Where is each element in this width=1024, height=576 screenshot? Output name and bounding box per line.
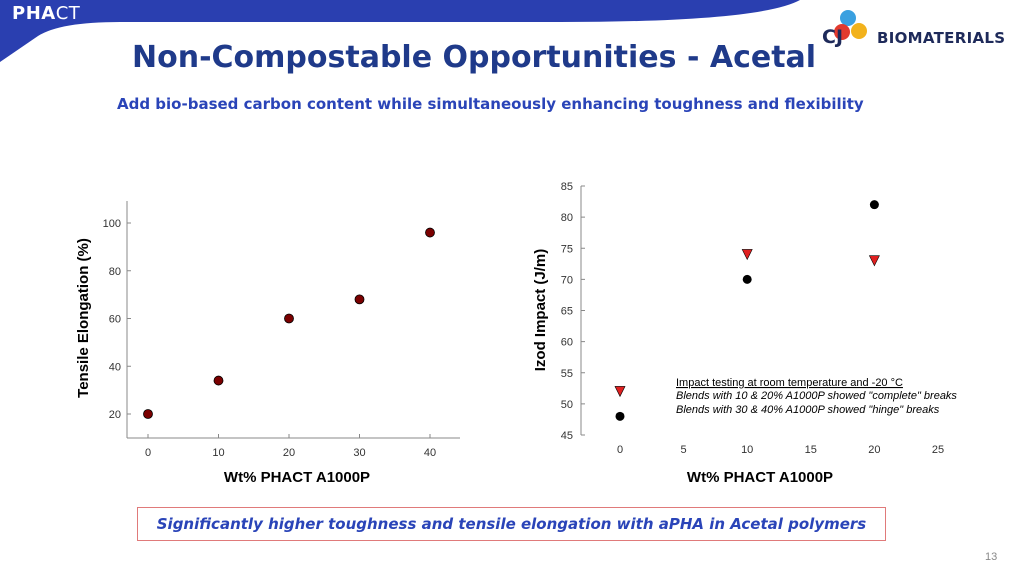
data-point	[354, 294, 365, 305]
x-tick-label: 40	[424, 447, 436, 459]
page-subtitle: Add bio-based carbon content while simul…	[117, 95, 864, 113]
data-point	[284, 313, 294, 324]
y-tick-label: 80	[561, 212, 573, 224]
x-tick-label: 30	[353, 447, 365, 459]
x-axis-label: Wt% PHACT A1000P	[687, 469, 833, 486]
x-tick-label: 15	[805, 444, 817, 456]
cj-logo-icon	[834, 10, 867, 40]
x-tick-label: 20	[868, 444, 880, 456]
y-axis-label: Tensile Elongation (%)	[75, 238, 92, 398]
cj-biomaterials-logo: CJ BIOMATERIALS	[822, 26, 1006, 48]
conclusion-box: Significantly higher toughness and tensi…	[137, 507, 886, 541]
y-tick-label: 45	[561, 430, 573, 442]
izod-impact-chart: 45 50 55 60 65 70 75 80 85 0 5 10 15 20 25 Izod Impac…	[532, 181, 957, 486]
x-tick-label: 10	[212, 447, 224, 459]
data-point	[143, 409, 153, 419]
data-point-circle	[869, 200, 879, 210]
y-tick-label: 80	[109, 266, 121, 278]
y-tick-label: 50	[561, 399, 573, 411]
x-tick-label: 20	[283, 447, 295, 459]
y-tick-label: 75	[561, 243, 573, 255]
y-tick-label: 65	[561, 306, 573, 318]
x-axis-label: Wt% PHACT A1000P	[224, 469, 370, 486]
y-tick-label: 60	[561, 337, 573, 349]
data-point	[213, 375, 224, 386]
data-point-triangle	[868, 255, 880, 267]
data-point-circle	[615, 411, 625, 421]
x-tick-label: 10	[741, 444, 753, 456]
page-number: 13	[985, 551, 998, 563]
x-tick-label: 25	[932, 444, 944, 456]
x-tick-label: 0	[145, 447, 151, 459]
annotation-line-3: Blends with 30 & 40% A1000P showed "hing…	[676, 404, 940, 416]
conclusion-text: Significantly higher toughness and tensi…	[156, 515, 867, 533]
y-tick-label: 100	[103, 218, 121, 230]
y-tick-label: 85	[561, 181, 573, 193]
data-point-circle	[742, 274, 752, 284]
y-tick-label: 60	[109, 314, 121, 326]
tensile-elongation-chart: 20 40 60 80 100 0 10 20 30 40 Tensile Elongation…	[75, 201, 460, 486]
data-point-triangle	[741, 249, 753, 261]
data-point-triangle	[614, 386, 626, 398]
annotation-line-1: Impact testing at room temperature and -…	[676, 377, 903, 389]
phact-logo: PHACT	[12, 3, 81, 24]
y-tick-label: 40	[109, 361, 121, 373]
data-point	[425, 227, 435, 238]
header-banner	[0, 0, 800, 62]
y-tick-label: 20	[109, 409, 121, 421]
annotation-line-2: Blends with 10 & 20% A1000P showed "comp…	[676, 390, 957, 402]
y-tick-label: 55	[561, 368, 573, 380]
y-axis-label: Izod Impact (J/m)	[532, 249, 549, 372]
page-title: Non-Compostable Opportunities - Acetal	[132, 40, 817, 75]
x-tick-label: 0	[617, 444, 623, 456]
y-tick-label: 70	[561, 274, 573, 286]
x-tick-label: 5	[681, 444, 687, 456]
